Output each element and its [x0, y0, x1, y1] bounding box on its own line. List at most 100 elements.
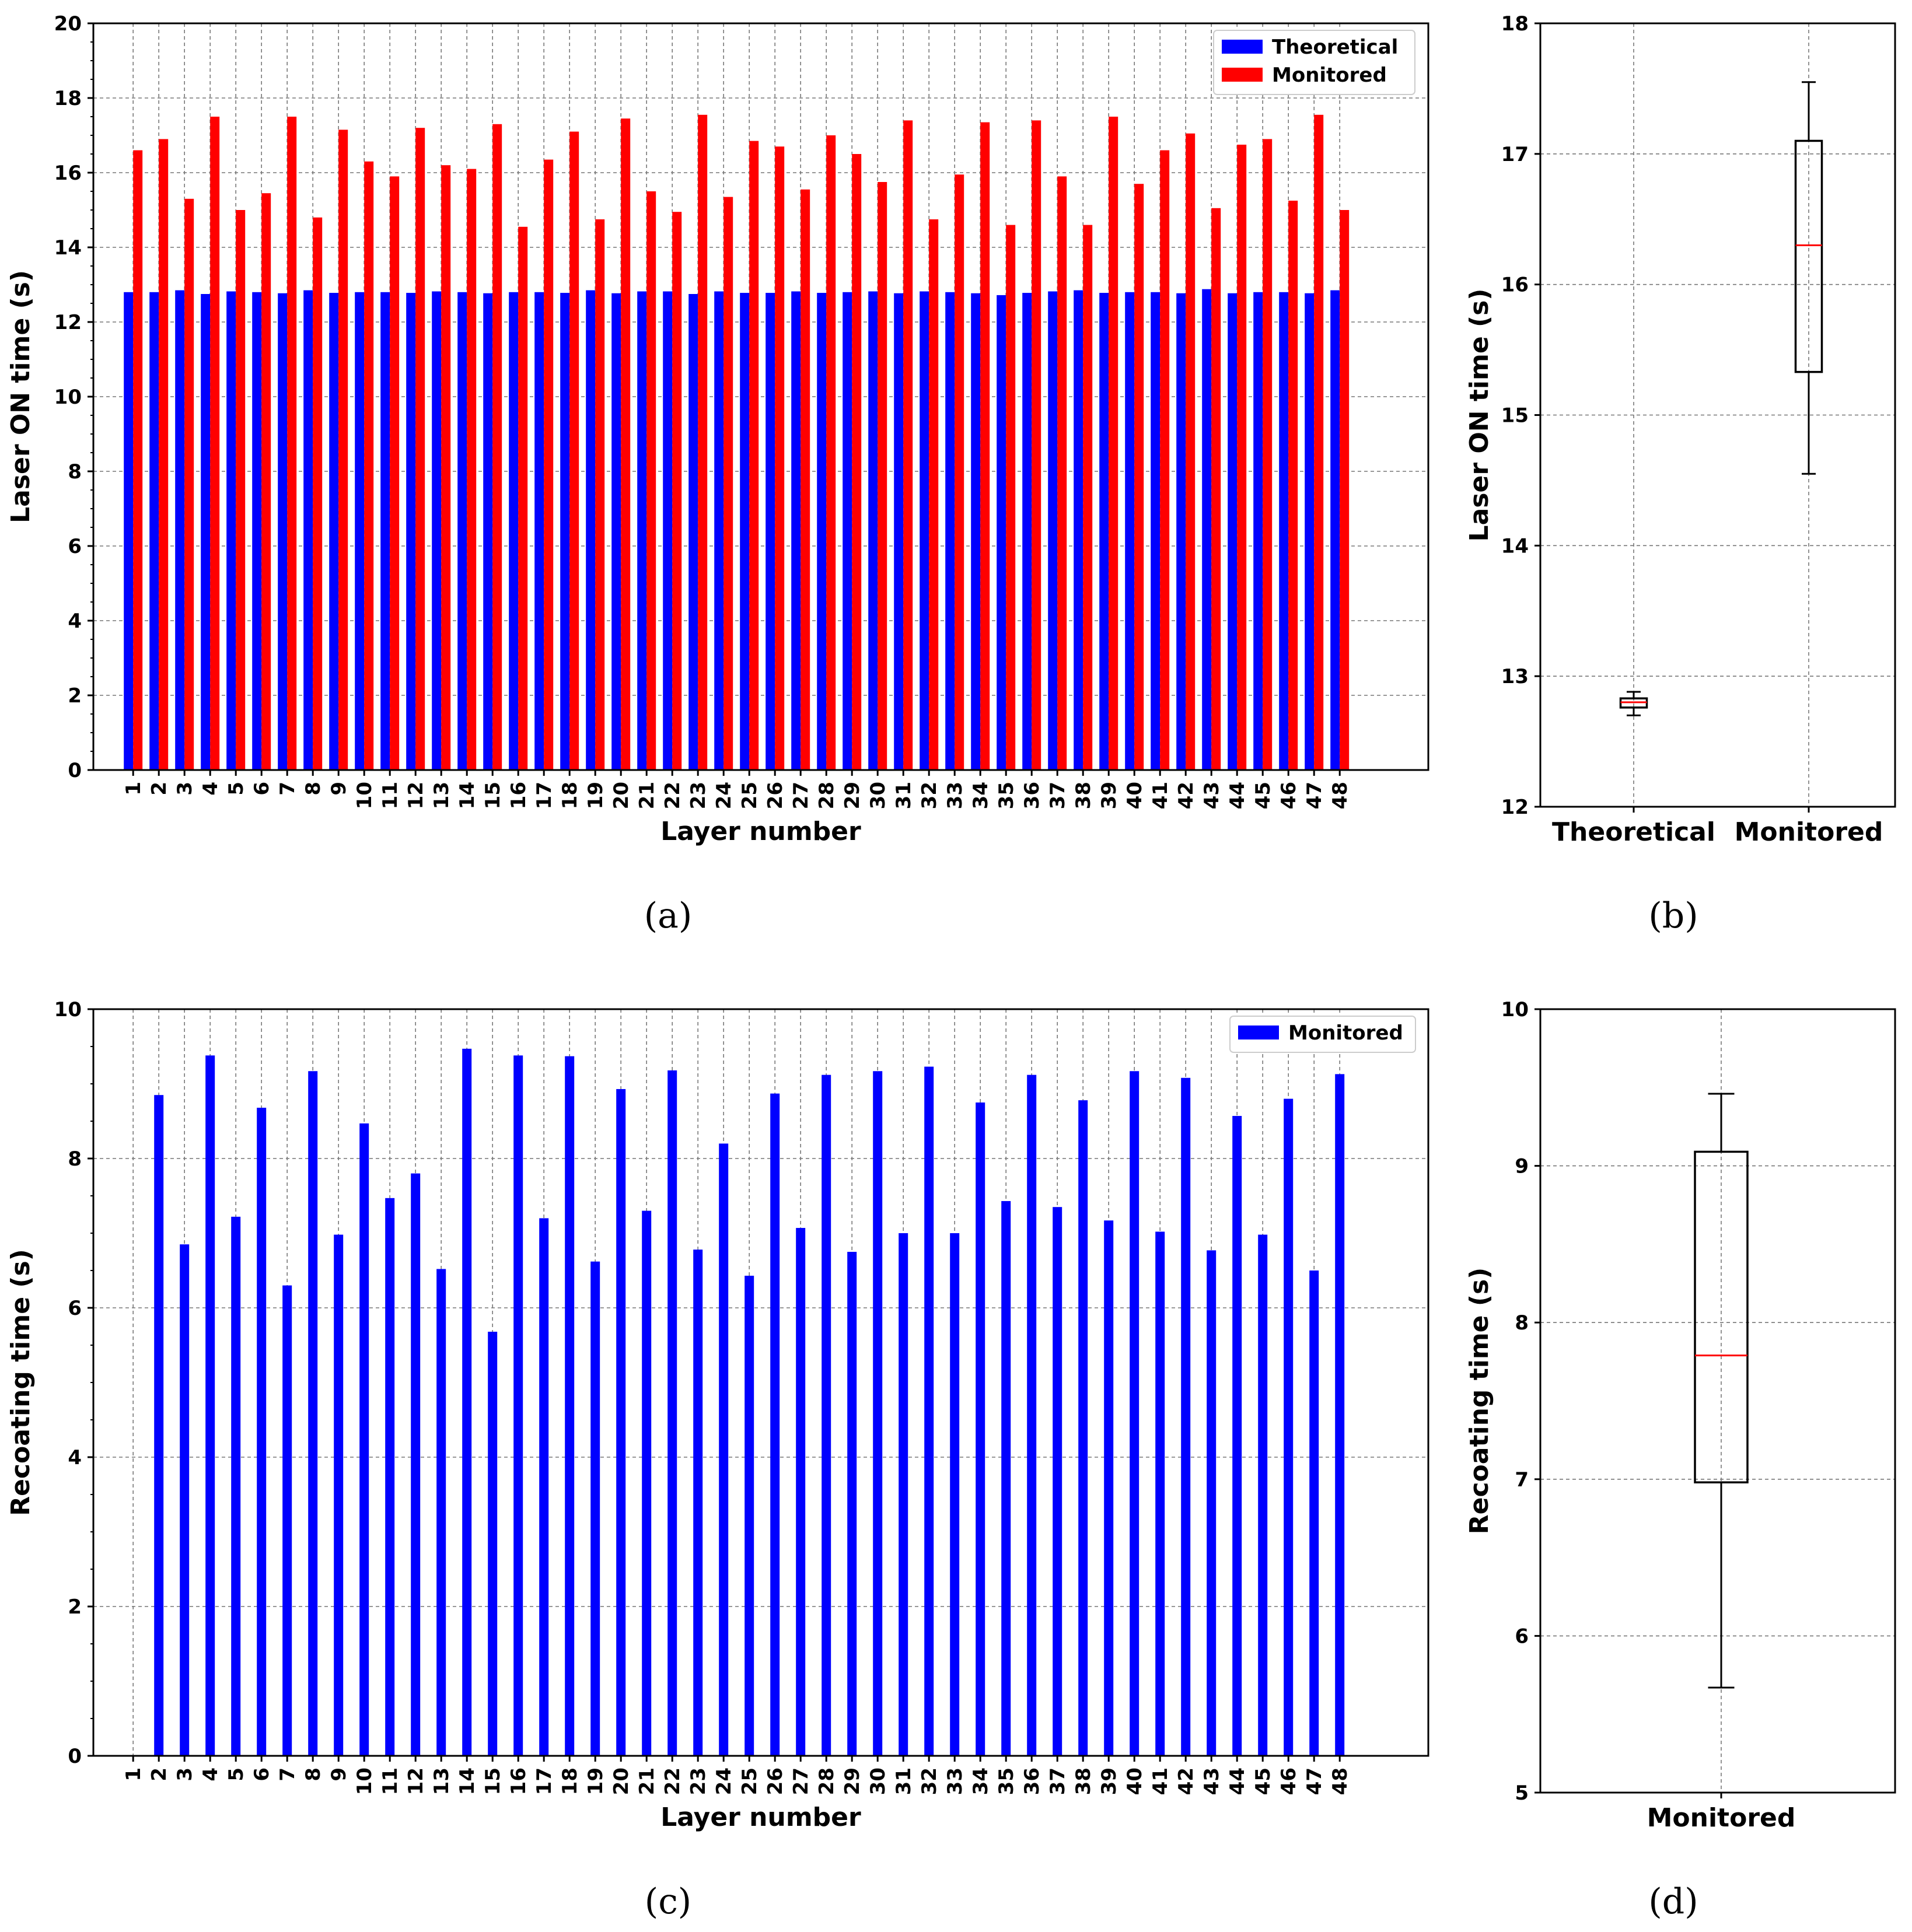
x-tick-label: 48 [1329, 782, 1352, 809]
y-tick-label: 12 [54, 311, 82, 334]
x-tick-label: 15 [481, 1768, 505, 1795]
bar-theoretical-44 [1228, 293, 1238, 771]
x-tick-label: 44 [1226, 782, 1249, 809]
bar-monitored-14 [467, 169, 477, 771]
y-tick-label: 9 [1515, 1155, 1529, 1178]
bar-monitored-39 [1109, 117, 1118, 770]
x-tick-label: 22 [661, 1768, 684, 1795]
bar-monitored-11 [390, 176, 400, 770]
bar-monitored-33 [955, 174, 964, 770]
bar-monitored-41 [1155, 1231, 1165, 1756]
bar-monitored-45 [1258, 1234, 1268, 1756]
plot-frame [92, 1008, 1429, 1757]
legend-box [1229, 1016, 1416, 1053]
bar-theoretical-3 [175, 290, 185, 771]
y-tick-label: 16 [54, 162, 82, 185]
x-tick-label: 23 [687, 782, 710, 809]
bar-monitored-13 [436, 1269, 446, 1756]
y-axis-label: Recoating time (s) [6, 1249, 36, 1516]
x-tick-label: 28 [815, 782, 838, 809]
bar-theoretical-26 [766, 293, 775, 771]
x-tick-label: 11 [379, 1768, 402, 1795]
bar-theoretical-13 [432, 291, 442, 770]
x-tick-label: 20 [610, 1768, 633, 1795]
bar-theoretical-8 [303, 290, 313, 771]
x-tick-label: 7 [276, 1768, 299, 1782]
y-tick-label: 10 [54, 998, 82, 1021]
x-tick-label: 8 [302, 782, 325, 796]
x-tick-label: 35 [995, 782, 1018, 809]
x-tick-label: 43 [1200, 782, 1224, 809]
x-tick-label: 23 [687, 1768, 710, 1795]
x-tick-label: 19 [584, 1768, 607, 1795]
bar-monitored-24 [723, 197, 733, 771]
x-tick-label: 3 [173, 1768, 197, 1782]
y-axis-label: Laser ON time (s) [6, 270, 36, 523]
x-tick-label: 9 [327, 782, 351, 796]
x-tick-label: 14 [456, 782, 479, 809]
bar-monitored-47 [1309, 1270, 1319, 1756]
x-tick-label: 4 [199, 1768, 222, 1782]
bar-monitored-4 [210, 117, 220, 770]
x-tick-label: 6 [250, 782, 274, 796]
bar-monitored-15 [492, 124, 502, 770]
y-tick-label: 6 [68, 1297, 82, 1320]
bar-monitored-42 [1186, 133, 1196, 770]
bar-monitored-22 [667, 1070, 677, 1756]
x-tick-label: 16 [507, 782, 530, 809]
bar-monitored-39 [1104, 1220, 1114, 1756]
bar-monitored-5 [231, 1216, 241, 1756]
x-tick-label: 41 [1149, 782, 1172, 809]
y-tick-label: 20 [54, 12, 82, 36]
x-tick-label: 11 [379, 782, 402, 809]
y-axis-label: Laser ON time (s) [1464, 289, 1494, 542]
x-tick-label: 39 [1097, 1768, 1121, 1795]
legend-label-monitored: Monitored [1272, 64, 1387, 87]
x-tick-label: 2 [148, 1768, 171, 1782]
bar-monitored-18 [569, 131, 579, 771]
x-tick-label: 21 [635, 782, 659, 809]
x-tick-label: 12 [404, 782, 428, 809]
x-tick-label: 46 [1277, 1768, 1301, 1795]
x-tick-label: 44 [1226, 1768, 1249, 1795]
panel-b-boxplot: 12 13 14 15 16 17 18 Theoretical Monitored Laser … [1464, 12, 1896, 936]
bar-monitored-18 [565, 1056, 575, 1756]
x-tick-label: 5 [225, 1768, 248, 1782]
bar-monitored-34 [980, 122, 990, 771]
y-tick-label: 10 [54, 386, 82, 409]
x-tick-label: 32 [918, 782, 941, 809]
bar-theoretical-21 [637, 291, 647, 770]
bar-theoretical-31 [894, 293, 904, 771]
x-tick-label: 45 [1252, 782, 1275, 809]
y-tick-label: 16 [1501, 274, 1529, 297]
bar-monitored-34 [976, 1102, 985, 1756]
y-tick-label: 15 [1501, 404, 1529, 428]
bar-monitored-42 [1181, 1077, 1191, 1756]
bar-monitored-21 [646, 191, 656, 770]
y-axis-label: Recoating time (s) [1464, 1268, 1494, 1535]
bar-monitored-28 [822, 1074, 831, 1756]
legend-swatch-theoretical [1222, 40, 1263, 54]
bar-monitored-20 [616, 1088, 626, 1756]
x-tick-label: 24 [712, 1768, 736, 1795]
x-tick-label: 16 [507, 1768, 530, 1795]
x-tick-label: 15 [481, 782, 505, 809]
bar-theoretical-20 [611, 293, 621, 771]
x-tick-label: 47 [1303, 1768, 1326, 1795]
x-tick-label: 34 [969, 1768, 992, 1795]
y-tick-label: 6 [1515, 1625, 1529, 1648]
bar-monitored-37 [1057, 176, 1067, 770]
bar-monitored-24 [719, 1143, 729, 1756]
bar-monitored-40 [1134, 184, 1144, 770]
x-tick-label: 27 [789, 782, 813, 809]
y-tick-label: 13 [1501, 665, 1529, 688]
bar-theoretical-41 [1151, 292, 1161, 770]
y-tick-label: 14 [54, 236, 82, 260]
legend-swatch-monitored [1238, 1026, 1279, 1040]
x-tick-label: 12 [404, 1768, 428, 1795]
y-tick-label: 18 [1501, 12, 1529, 36]
x-tick-label: 46 [1277, 782, 1301, 809]
x-tick-label: 9 [327, 1768, 351, 1782]
y-tick-label: 17 [1501, 143, 1529, 166]
